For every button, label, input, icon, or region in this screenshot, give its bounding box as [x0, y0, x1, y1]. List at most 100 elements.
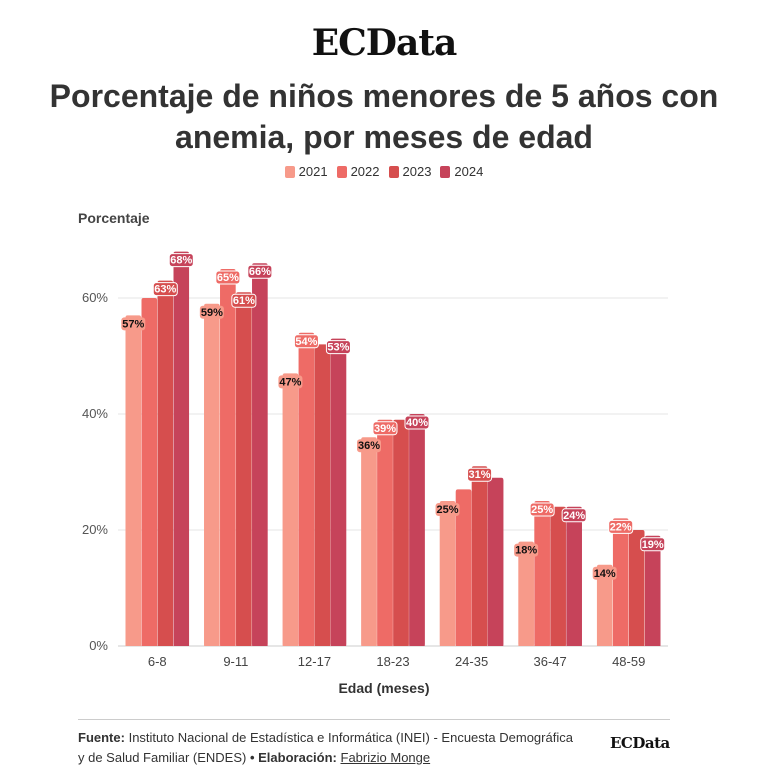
bar-body-2024-6-8 — [173, 253, 190, 646]
data-label-bg — [199, 305, 224, 319]
bar-body-2022-18-23 — [377, 421, 393, 646]
data-label-2024-6-8: 68% — [170, 255, 192, 267]
bar-body-2023-48-59 — [628, 532, 645, 646]
legend-swatch — [440, 165, 451, 178]
bar-body-2021-9-11 — [204, 305, 220, 646]
bar-body-2023-12-17 — [314, 346, 331, 646]
bar-body-2024-18-23 — [409, 416, 425, 646]
data-label-2022-9-11: 65% — [217, 272, 239, 284]
source-label: Fuente: — [78, 730, 125, 745]
data-label-bg — [529, 502, 555, 517]
data-label-bg — [435, 503, 460, 516]
bar-body-2023-24-35 — [471, 468, 488, 646]
data-label-bg — [231, 293, 257, 308]
data-label-bg — [467, 467, 493, 482]
data-label-2024-9-11: 66% — [249, 266, 271, 278]
data-label-bg — [640, 537, 666, 552]
data-label-bg — [293, 334, 319, 349]
bar-body-2024-36-47 — [566, 508, 582, 646]
bar-body-2021-6-8 — [125, 317, 142, 646]
legend-item-2022: 2022 — [336, 164, 380, 179]
footer-brand-logo: ECData — [610, 734, 670, 752]
data-label-2024-36-47: 24% — [563, 510, 585, 522]
x-tick-label-12-17: 12-17 — [298, 654, 331, 669]
data-label-2023-24-35: 31% — [469, 469, 491, 481]
data-label-2024-18-23: 40% — [406, 417, 428, 429]
x-tick-label-24-35: 24-35 — [455, 654, 488, 669]
bar-body-2024-48-59 — [644, 537, 661, 646]
credit-label: Elaboración: — [258, 750, 337, 765]
chart-title: Porcentaje de niños menores de 5 años co… — [49, 78, 719, 155]
data-label-2023-6-8: 63% — [154, 284, 176, 296]
data-label-2021-36-47: 18% — [515, 545, 537, 557]
data-label-2021-18-23: 36% — [358, 440, 380, 452]
data-label-2021-48-59: 14% — [594, 568, 616, 580]
x-tick-label-18-23: 18-23 — [376, 654, 409, 669]
y-tick-label: 60% — [82, 290, 108, 305]
data-label-bg — [168, 253, 194, 268]
x-tick-label-6-8: 6-8 — [148, 654, 167, 669]
data-label-2021-24-35: 25% — [437, 504, 459, 516]
data-label-bg — [215, 270, 241, 285]
bar-body-2021-48-59 — [596, 566, 613, 646]
data-label-2022-12-17: 54% — [295, 336, 317, 348]
data-label-bg — [372, 421, 398, 436]
data-label-2021-9-11: 59% — [201, 307, 223, 319]
bar-body-2023-36-47 — [550, 508, 566, 646]
bar-body-2022-12-17 — [298, 334, 315, 646]
bar-body-2024-12-17 — [330, 340, 347, 646]
bar-body-2022-24-35 — [455, 491, 472, 646]
bar-body-2023-9-11 — [236, 294, 252, 646]
legend-item-2021: 2021 — [284, 164, 328, 179]
footer-divider — [78, 719, 670, 720]
legend-item-2023: 2023 — [388, 164, 432, 179]
data-label-bg — [357, 439, 381, 453]
data-label-2022-36-47: 25% — [531, 504, 553, 516]
legend-label: 2024 — [454, 164, 484, 179]
bar-body-2021-24-35 — [439, 503, 456, 646]
footer-credits: Fuente: Instituto Nacional de Estadístic… — [78, 728, 578, 768]
data-label-bg — [152, 282, 178, 297]
y-axis-label: Porcentaje — [78, 210, 150, 226]
y-tick-label: 0% — [89, 638, 108, 653]
bar-body-2023-18-23 — [393, 421, 409, 646]
legend-swatch — [388, 165, 399, 178]
x-tick-label-9-11: 9-11 — [223, 654, 248, 669]
data-label-bg — [404, 415, 430, 430]
data-label-bg — [608, 519, 634, 534]
data-label-2022-48-59: 22% — [610, 521, 632, 533]
data-label-2022-18-23: 39% — [374, 423, 396, 435]
data-label-bg — [592, 566, 617, 580]
bar-body-2022-48-59 — [612, 520, 629, 646]
x-axis-label: Edad (meses) — [338, 680, 430, 696]
brand-logo: ECData — [311, 22, 458, 64]
y-tick-label: 20% — [82, 522, 108, 537]
data-label-2024-48-59: 19% — [642, 539, 664, 551]
data-label-2021-12-17: 47% — [279, 376, 301, 388]
data-label-bg — [247, 264, 273, 279]
data-label-bg — [325, 340, 351, 355]
credit-separator: • — [249, 750, 255, 765]
data-label-bg — [561, 508, 587, 523]
legend-swatch — [336, 165, 347, 178]
data-label-bg — [278, 375, 303, 389]
source-text: Instituto Nacional de Estadística e Info… — [78, 730, 573, 765]
author-link[interactable]: Fabrizio Monge — [340, 750, 431, 765]
chart-legend: 2021 2022 2023 2024 — [0, 164, 768, 179]
x-tick-label-36-47: 36-47 — [534, 654, 567, 669]
legend-label: 2021 — [298, 164, 328, 179]
bar-body-2021-18-23 — [361, 439, 377, 646]
legend-swatch — [284, 165, 295, 178]
bar-body-2024-9-11 — [252, 265, 268, 646]
bar-body-2022-36-47 — [534, 503, 550, 646]
bar-body-2021-12-17 — [282, 375, 299, 646]
bar-body-2024-24-35 — [487, 479, 504, 646]
legend-item-2024: 2024 — [440, 164, 483, 179]
y-tick-label: 40% — [82, 406, 108, 421]
data-label-bg — [121, 317, 146, 331]
bar-body-2022-9-11 — [220, 271, 236, 646]
legend-label: 2023 — [402, 164, 432, 179]
data-label-2021-6-8: 57% — [122, 318, 144, 330]
data-label-2024-12-17: 53% — [327, 342, 349, 354]
